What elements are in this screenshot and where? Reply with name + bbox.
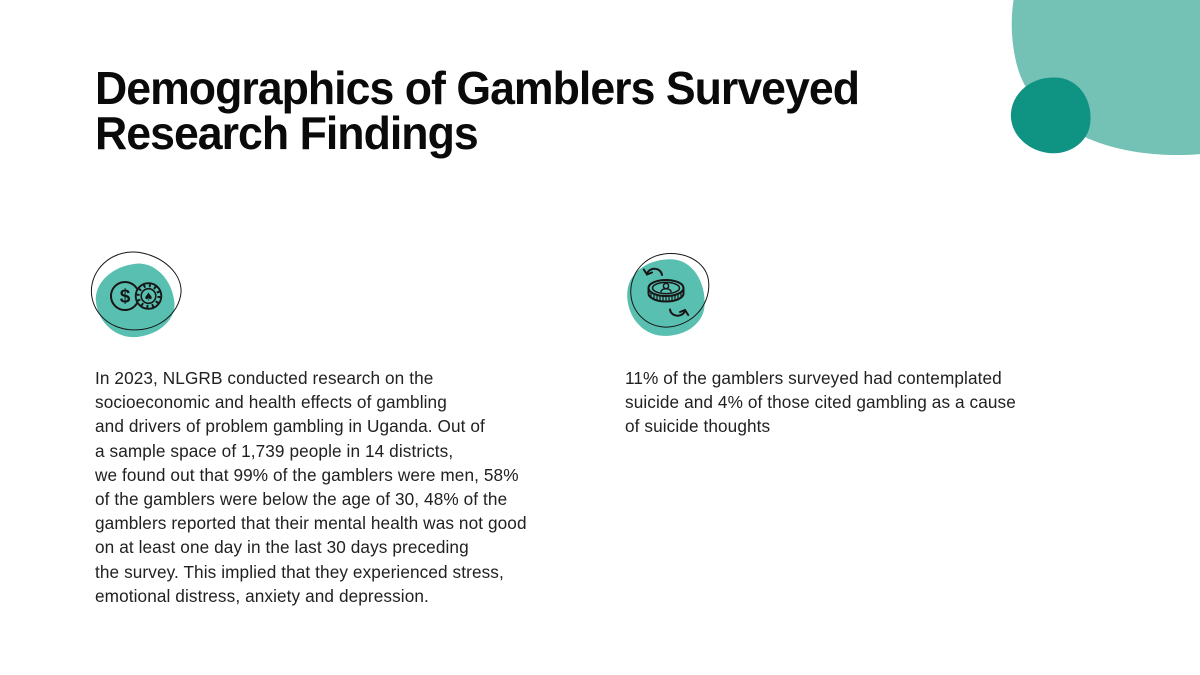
text-line: of suicide thoughts bbox=[625, 416, 771, 437]
text-line: 11% of the gamblers surveyed had contemp… bbox=[625, 368, 1002, 388]
text-line: on at least one day in the last 30 days … bbox=[95, 537, 469, 558]
dollar-coin-poker-chip-icon: $ ♠ bbox=[110, 281, 163, 311]
title-line-2: Research Findings bbox=[95, 107, 479, 159]
text-line: of the gamblers were below the age of 30… bbox=[95, 489, 508, 510]
text-line: we found out that 99% of the gamblers we… bbox=[95, 464, 519, 485]
coin-flip-icon bbox=[642, 267, 690, 317]
text-line: a sample space of 1,739 people in 14 dis… bbox=[95, 440, 454, 461]
title-line-1: Demographics of Gamblers Surveyed bbox=[95, 62, 860, 114]
text-line: suicide and 4% of those cited gambling a… bbox=[625, 392, 1016, 413]
text-line: In 2023, NLGRB conducted research on the bbox=[95, 368, 434, 388]
finding-right-text: 11% of the gamblers surveyed had contemp… bbox=[625, 366, 1016, 439]
slide-title: Demographics of Gamblers Surveyed Resear… bbox=[95, 62, 860, 159]
dollar-glyph: $ bbox=[120, 287, 131, 308]
spade-glyph: ♠ bbox=[144, 290, 154, 303]
text-line: socioeconomic and health effects of gamb… bbox=[95, 392, 447, 413]
finding-left-text: In 2023, NLGRB conducted research on the… bbox=[95, 366, 527, 608]
text-line: emotional distress, anxiety and depressi… bbox=[95, 585, 429, 606]
money-gambling-icon-group: $ ♠ bbox=[83, 243, 189, 341]
text-line: gamblers reported that their mental heal… bbox=[95, 513, 527, 534]
decor-blob-large bbox=[976, 0, 1200, 197]
coin-flip-icon-group bbox=[623, 247, 716, 339]
text-line: the survey. This implied that they exper… bbox=[95, 561, 504, 582]
text-line: and drivers of problem gambling in Ugand… bbox=[95, 416, 485, 437]
